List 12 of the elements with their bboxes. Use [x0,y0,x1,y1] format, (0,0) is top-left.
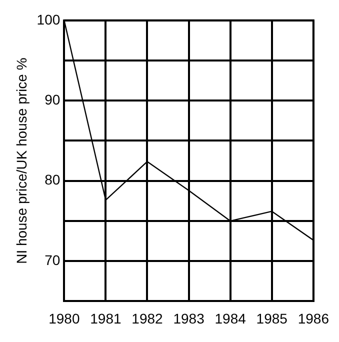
x-tick-label: 1980 [48,310,80,326]
x-tick-label: 1984 [214,310,246,326]
x-tick-label: 1982 [132,310,164,326]
x-tick-label: 1985 [256,310,288,326]
x-tick-label: 1986 [298,310,330,326]
y-tick-label: 90 [44,91,60,108]
y-axis-title: NI house price/UK house price % [13,58,30,264]
x-tick-label: 1981 [90,310,122,326]
y-tick-label: 80 [44,172,60,188]
x-tick-label: 1983 [173,310,205,326]
y-tick-label: 100 [36,11,60,28]
y-tick-label: 70 [44,252,60,268]
